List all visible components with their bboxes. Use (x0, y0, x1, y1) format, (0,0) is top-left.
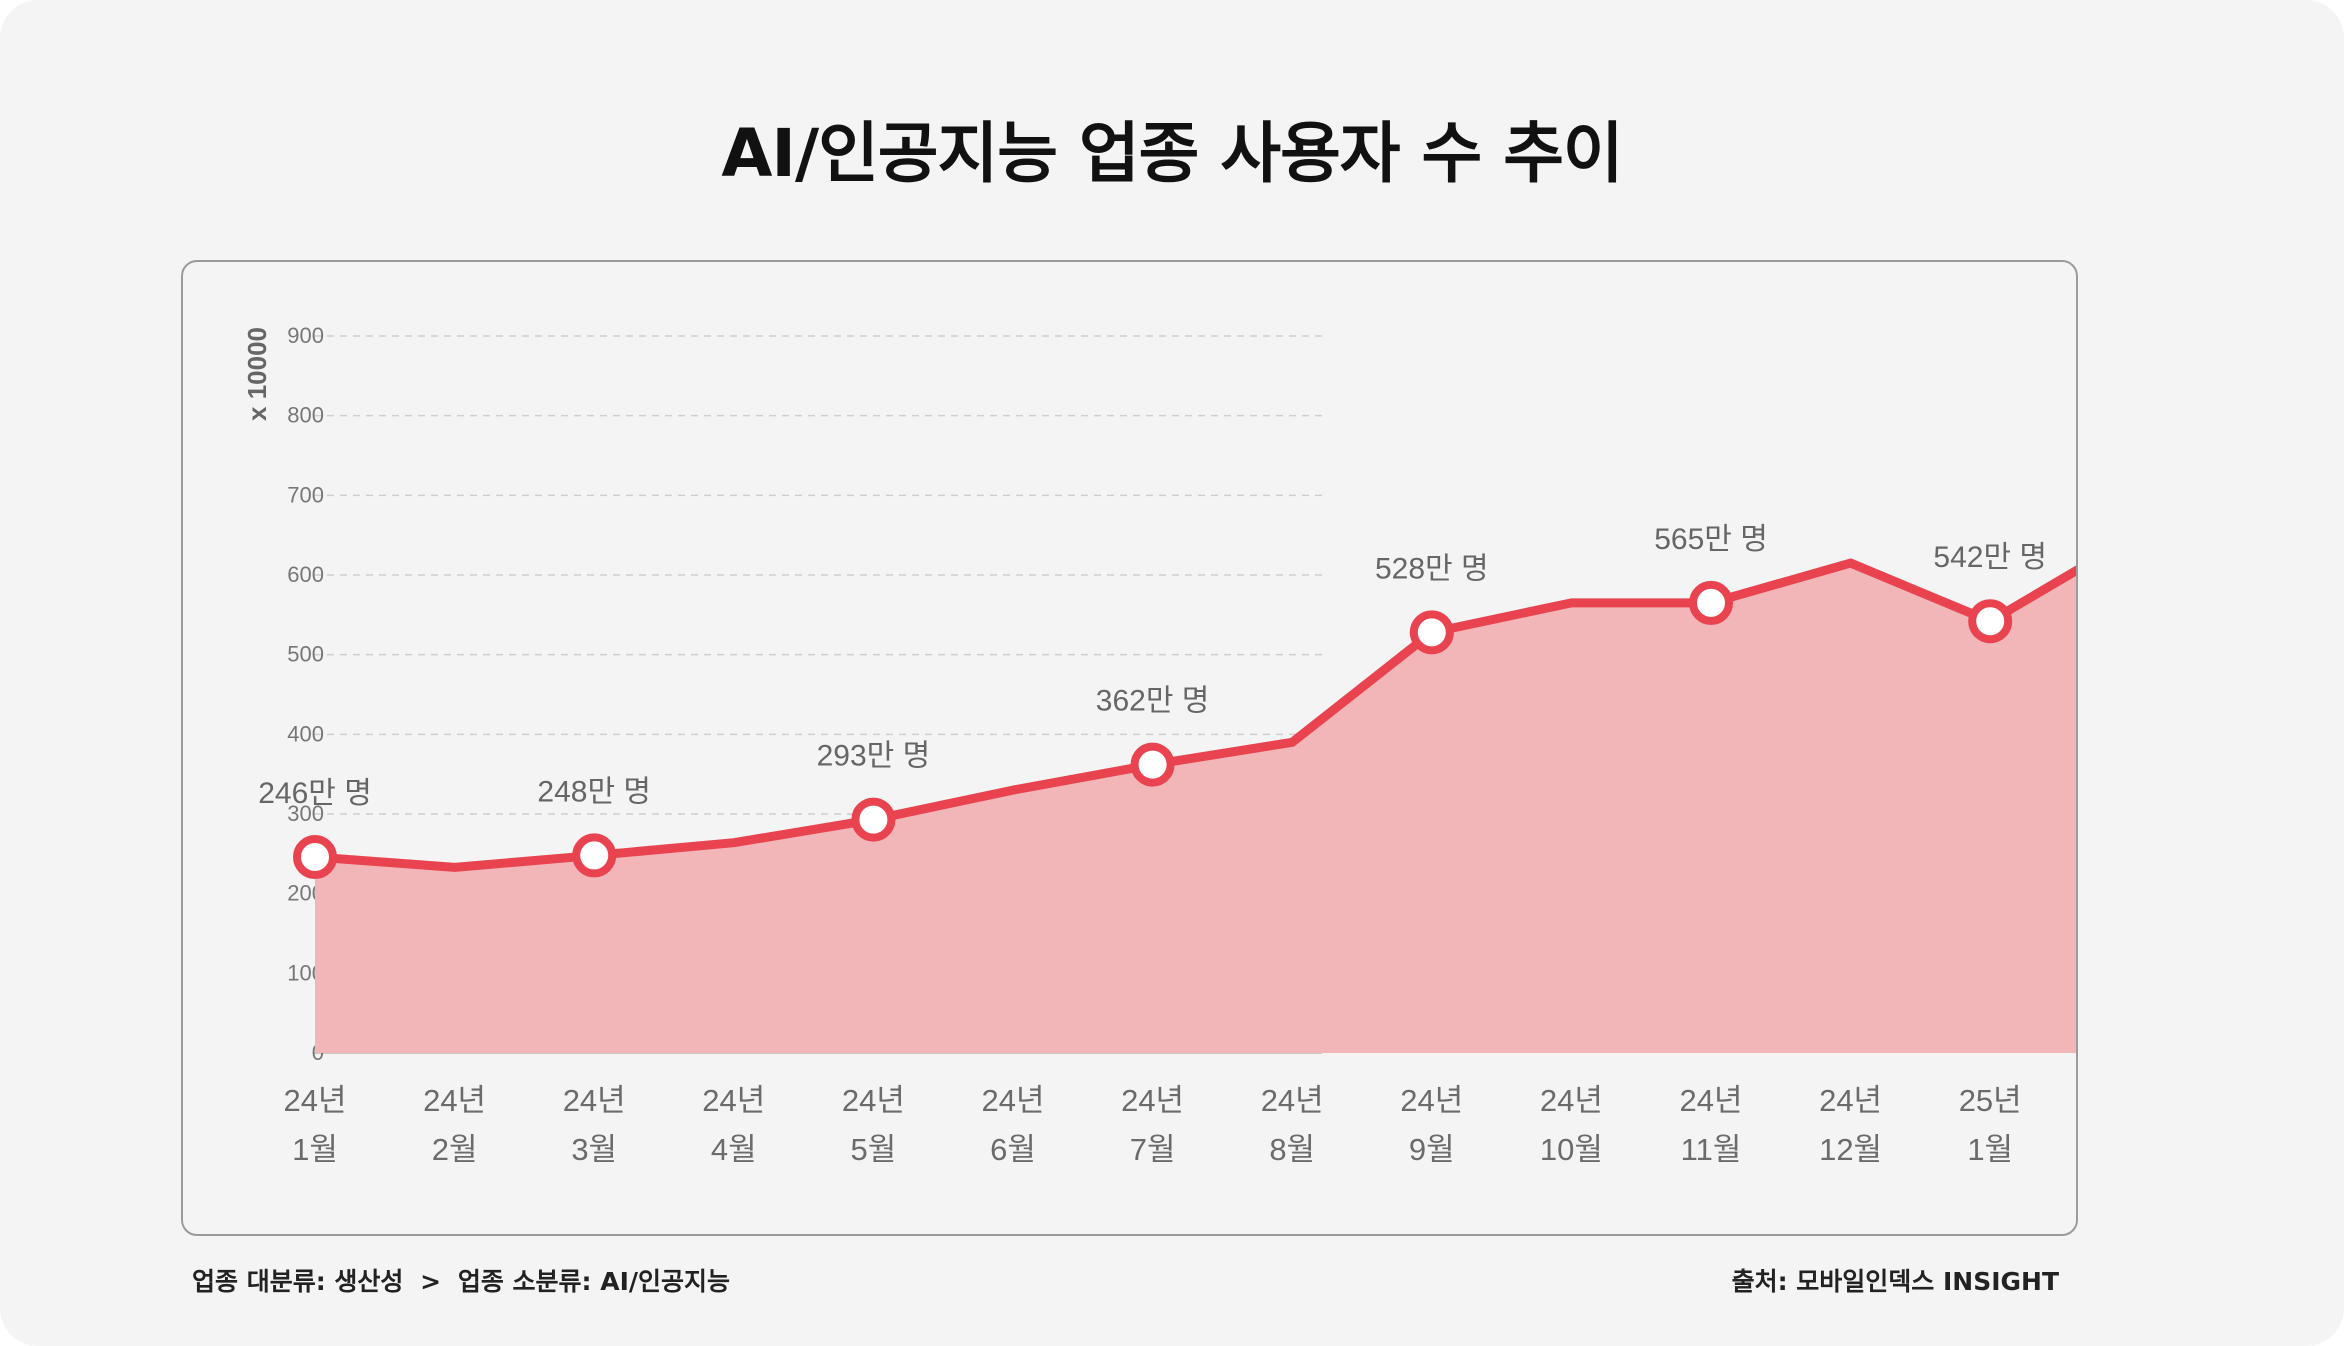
x-tick-label-month: 1월 (292, 1132, 338, 1167)
x-tick-label-month: 9월 (1409, 1132, 1455, 1167)
major-category-label: 업종 대분류: (192, 1267, 326, 1296)
y-tick-label: 400 (287, 721, 324, 746)
x-tick-label-month: 11월 (1681, 1132, 1742, 1167)
series-line (310, 558, 2076, 872)
y-tick-label: 500 (287, 642, 324, 667)
y-tick-label: 600 (287, 562, 324, 587)
y-axis-label: x 10000 (242, 327, 272, 421)
data-point-marker (1689, 580, 1733, 625)
y-tick-label: 900 (287, 323, 324, 348)
data-label: 542만 명 (1933, 541, 2047, 574)
x-tick-label-year: 24년 (702, 1083, 765, 1118)
data-point-marker (293, 835, 337, 880)
data-point-marker (851, 797, 896, 842)
x-tick-label-month: 6월 (990, 1132, 1036, 1167)
x-tick-label-year: 24년 (1679, 1083, 1742, 1118)
minor-category-label: 업종 소분류: (457, 1267, 592, 1296)
x-tick-label-month: 2월 (432, 1132, 478, 1167)
x-tick-label-year: 25년 (1959, 1083, 2022, 1118)
x-tick-label-year: 24년 (842, 1083, 905, 1118)
chart-title: AI/인공지능 업종 사용자 수 추이 (721, 115, 1623, 192)
chart-card: 0100200300400500600700800900x 1000024년1월… (181, 260, 2078, 1236)
x-tick-label-month: 3월 (571, 1132, 617, 1167)
x-tick-label-month: 1월 (1967, 1132, 2013, 1167)
x-tick-label-year: 24년 (423, 1083, 486, 1118)
x-tick-label-month: 5월 (851, 1132, 897, 1167)
x-tick-label-year: 24년 (1819, 1083, 1882, 1118)
x-tick-label-year: 24년 (563, 1083, 626, 1118)
x-tick-label-year: 24년 (1400, 1083, 1463, 1118)
y-tick-label: 300 (287, 801, 324, 826)
x-tick-label-year: 24년 (1121, 1083, 1184, 1118)
source-credit: 출처: 모바일인덱스 INSIGHT (1731, 1267, 2059, 1296)
series-area (315, 563, 2076, 1053)
data-point-marker (572, 833, 617, 878)
y-tick-label: 800 (287, 403, 324, 428)
area-chart: 0100200300400500600700800900x 1000024년1월… (242, 323, 2076, 1167)
x-tick-label-year: 24년 (1261, 1083, 1324, 1118)
data-label: 362만 명 (1096, 685, 1210, 718)
x-tick-label-month: 4월 (711, 1132, 757, 1167)
data-label: 248만 명 (537, 775, 651, 808)
data-point-marker (1409, 610, 1454, 655)
minor-category-value: AI/인공지능 (600, 1267, 731, 1296)
data-label: 565만 명 (1654, 523, 1768, 556)
category-breadcrumb: 업종 대분류: 생산성 > 업종 소분류: AI/인공지능 (192, 1262, 730, 1298)
data-point-marker (1968, 599, 2013, 644)
data-label: 528만 명 (1375, 552, 1489, 585)
x-tick-label-month: 10월 (1540, 1132, 1603, 1167)
data-point-marker (1130, 742, 1175, 787)
x-tick-label-month: 7월 (1130, 1132, 1176, 1167)
x-tick-label-year: 24년 (981, 1083, 1044, 1118)
data-label: 293만 명 (817, 740, 931, 773)
data-label: 246만 명 (258, 777, 372, 810)
x-tick-label-month: 12월 (1819, 1132, 1882, 1167)
x-tick-label-year: 24년 (1540, 1083, 1603, 1118)
y-tick-label: 700 (287, 482, 324, 507)
major-category-value: 생산성 (334, 1267, 404, 1296)
breadcrumb-separator: > (420, 1267, 442, 1296)
x-tick-label-year: 24년 (283, 1083, 346, 1118)
x-tick-label-month: 8월 (1269, 1132, 1315, 1167)
